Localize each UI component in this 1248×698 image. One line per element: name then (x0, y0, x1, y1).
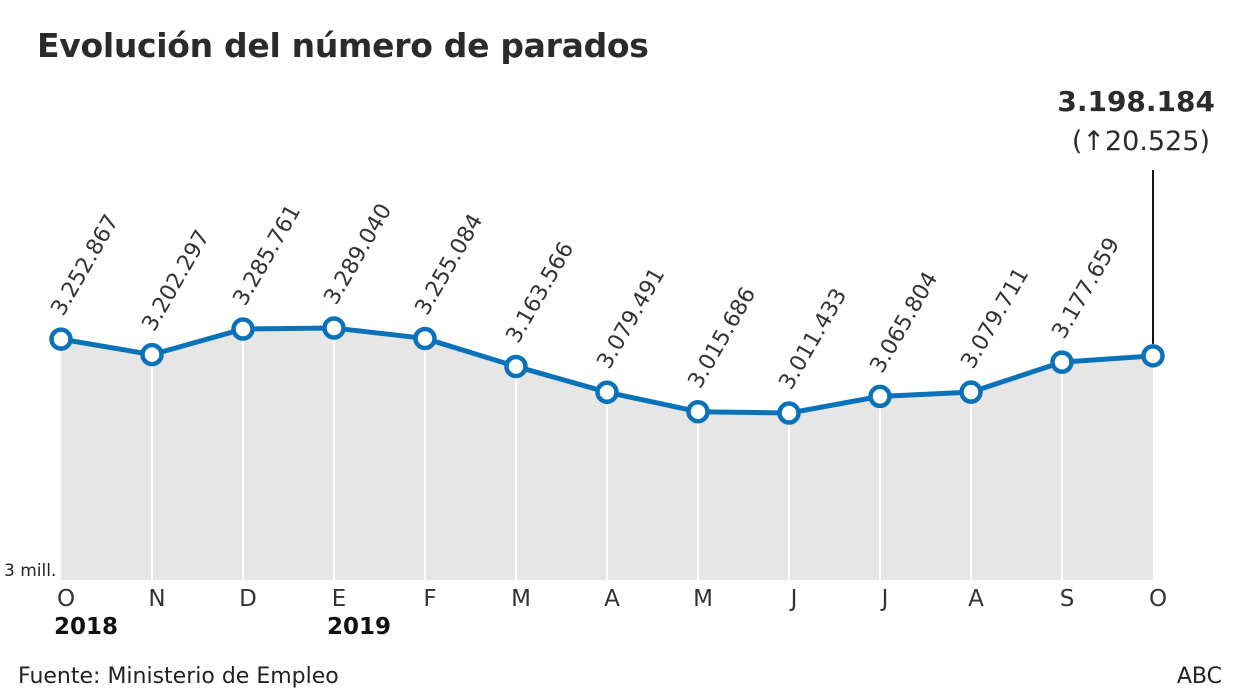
brand-label: ABC (1176, 664, 1222, 689)
data-label: 3.255.084 (411, 210, 489, 319)
data-label: 3.202.297 (138, 226, 216, 335)
x-tick-label: A (604, 586, 620, 612)
data-point (1050, 350, 1074, 374)
data-point (322, 316, 346, 340)
data-label: 3.285.761 (229, 201, 307, 310)
data-label: 3.252.867 (47, 211, 125, 320)
data-point (413, 326, 437, 351)
data-label: 3.079.491 (593, 264, 671, 373)
data-point (868, 384, 892, 409)
data-point (959, 380, 983, 404)
data-label: 3.065.804 (866, 268, 944, 377)
data-point (140, 342, 164, 367)
data-label: 3.015.686 (684, 283, 762, 392)
x-tick-label: J (880, 586, 889, 612)
x-tick-label: S (1060, 586, 1075, 612)
x-tick-label: O (1149, 586, 1167, 612)
x-tick-label: J (789, 586, 798, 612)
data-point (777, 401, 801, 425)
data-label: 3.079.711 (957, 264, 1035, 373)
data-point (49, 327, 73, 351)
data-point (595, 380, 619, 404)
source-note: Fuente: Ministerio de Empleo (18, 664, 339, 689)
data-point (231, 317, 255, 341)
x-tick-label: N (148, 586, 165, 612)
data-point (504, 354, 528, 379)
data-point (686, 399, 710, 424)
last-value-label: 3.198.184 (1057, 85, 1215, 118)
x-tick-label: M (693, 586, 713, 612)
data-label: 3.011.433 (775, 285, 853, 394)
data-label: 3.163.566 (502, 238, 580, 347)
x-tick-label: O (57, 586, 75, 612)
data-point (1141, 344, 1165, 368)
x-tick-label: E (332, 586, 347, 612)
x-tick-label: M (511, 586, 531, 612)
year-label: 2018 (54, 614, 118, 640)
x-tick-label: F (423, 586, 436, 612)
y-axis-label: 3 mill. (4, 561, 56, 581)
year-label: 2019 (327, 614, 391, 640)
data-label: 3.289.040 (320, 200, 398, 309)
last-change-label: (↑20.525) (1072, 126, 1210, 157)
data-label: 3.177.659 (1048, 234, 1126, 343)
chart-title: Evolución del número de parados (37, 26, 649, 65)
x-tick-label: D (239, 586, 257, 612)
x-tick-label: A (968, 586, 984, 612)
